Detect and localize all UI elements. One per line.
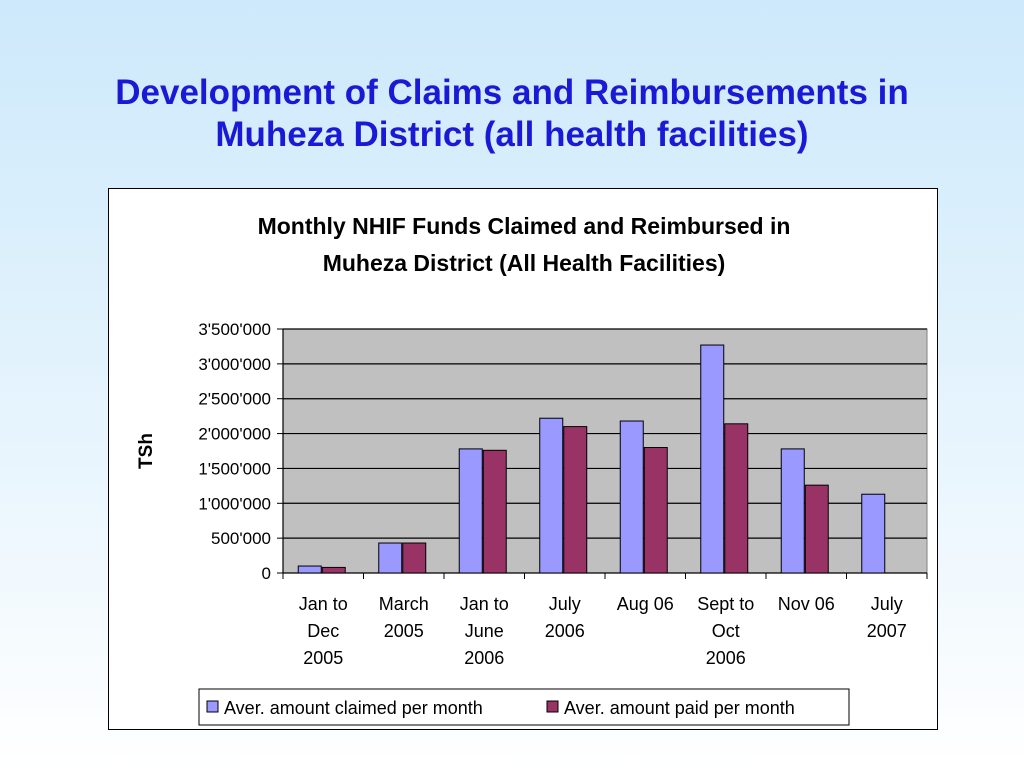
bar-paid bbox=[321, 566, 346, 574]
y-tick-label: 0 bbox=[262, 564, 271, 583]
x-tick-label: 2006 bbox=[545, 621, 585, 641]
bar-claimed bbox=[861, 493, 886, 574]
y-tick-label: 1'500'000 bbox=[198, 459, 271, 478]
bar-paid bbox=[804, 484, 829, 574]
chart-frame: Monthly NHIF Funds Claimed and Reimburse… bbox=[108, 188, 938, 730]
bar-claimed bbox=[458, 448, 483, 574]
legend-swatch bbox=[546, 700, 559, 713]
slide-title: Development of Claims and Reimbursements… bbox=[0, 72, 1024, 156]
y-tick-label: 500'000 bbox=[211, 529, 271, 548]
y-tick-label: 2'500'000 bbox=[198, 390, 271, 409]
bar-claimed bbox=[378, 542, 403, 574]
bar-paid bbox=[563, 426, 588, 574]
x-tick-label: July bbox=[549, 594, 581, 614]
legend-label: Aver. amount claimed per month bbox=[224, 698, 483, 718]
plot-area bbox=[282, 328, 928, 574]
bar-paid bbox=[724, 423, 749, 574]
x-tick-label: 2005 bbox=[384, 621, 424, 641]
bar-paid bbox=[643, 447, 668, 574]
x-tick-label: Jan to bbox=[299, 594, 348, 614]
chart-title-line-1: Monthly NHIF Funds Claimed and Reimburse… bbox=[258, 213, 791, 239]
y-tick-label: 2'000'000 bbox=[198, 425, 271, 444]
chart-title-line-2: Muheza District (All Health Facilities) bbox=[323, 250, 726, 276]
x-tick-label: Oct bbox=[712, 621, 740, 641]
x-tick-label: June bbox=[465, 621, 504, 641]
x-tick-label: 2007 bbox=[867, 621, 907, 641]
bar-chart: Monthly NHIF Funds Claimed and Reimburse… bbox=[136, 213, 928, 726]
slide-title-line-1: Development of Claims and Reimbursements… bbox=[115, 73, 909, 112]
x-tick-label: Dec bbox=[307, 621, 339, 641]
x-tick-label: March bbox=[379, 594, 429, 614]
y-tick-label: 3'000'000 bbox=[198, 355, 271, 374]
y-axis-title: TSh bbox=[136, 433, 157, 469]
x-tick-label: 2005 bbox=[303, 648, 343, 668]
bar-claimed bbox=[297, 565, 322, 574]
x-tick-label: July bbox=[871, 594, 903, 614]
slide-title-line-2: Muheza District (all health facilities) bbox=[215, 115, 809, 154]
bar-claimed bbox=[539, 417, 564, 574]
x-tick-label: Sept to bbox=[697, 594, 754, 614]
bar-claimed bbox=[700, 344, 725, 574]
y-tick-label: 3'500'000 bbox=[198, 320, 271, 339]
legend-swatch bbox=[206, 700, 219, 713]
x-tick-label: 2006 bbox=[706, 648, 746, 668]
bar-paid bbox=[482, 449, 507, 574]
y-tick-label: 1'000'000 bbox=[198, 494, 271, 513]
bar-claimed bbox=[619, 420, 644, 574]
bar-claimed bbox=[780, 448, 805, 574]
legend-label: Aver. amount paid per month bbox=[564, 698, 795, 718]
x-tick-label: Nov 06 bbox=[778, 594, 835, 614]
bar-paid bbox=[402, 542, 427, 574]
x-tick-label: Jan to bbox=[460, 594, 509, 614]
x-tick-label: 2006 bbox=[464, 648, 504, 668]
x-tick-label: Aug 06 bbox=[617, 594, 674, 614]
legend-box bbox=[198, 688, 850, 726]
